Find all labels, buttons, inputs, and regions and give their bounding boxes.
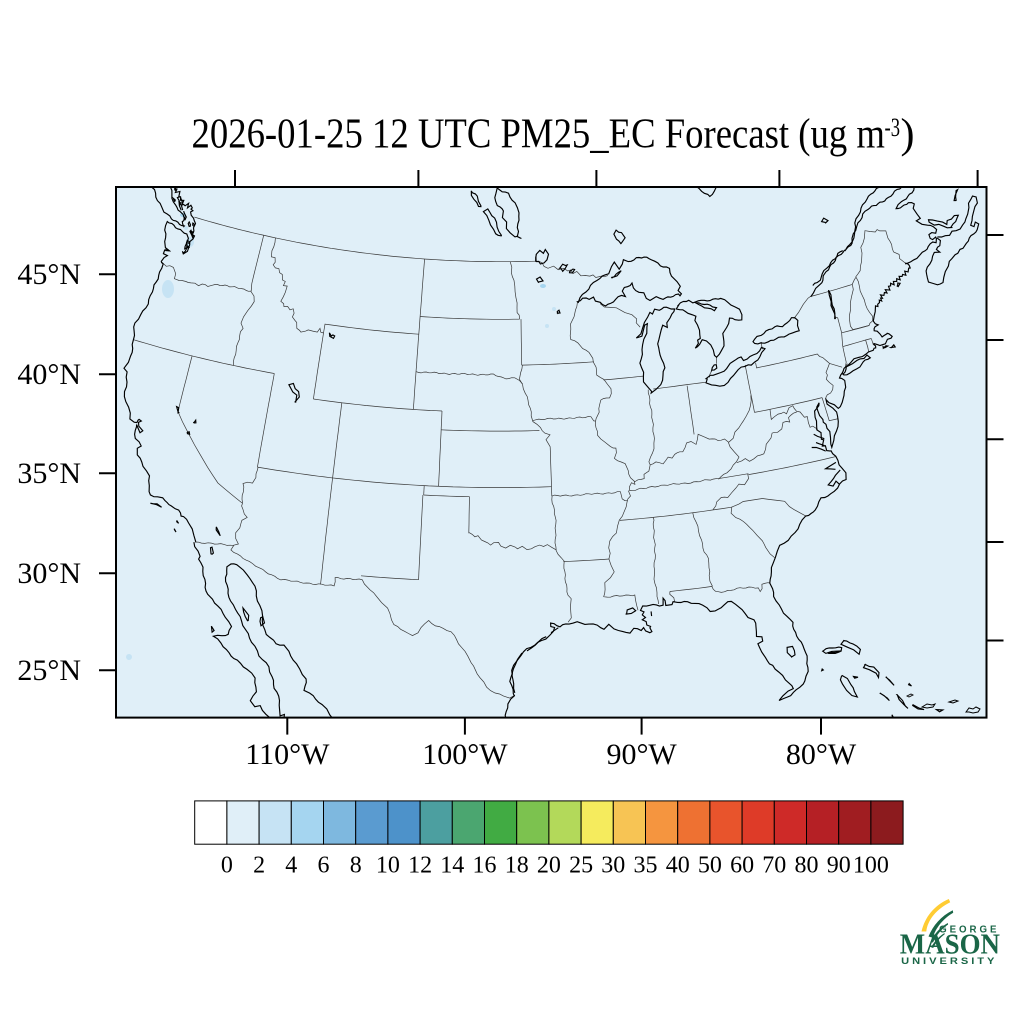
svg-text:35°N: 35°N bbox=[17, 457, 81, 490]
svg-text:-3: -3 bbox=[885, 113, 901, 142]
svg-text:45°N: 45°N bbox=[17, 258, 81, 291]
svg-text:UNIVERSITY: UNIVERSITY bbox=[901, 956, 997, 966]
svg-text:25°N: 25°N bbox=[17, 654, 81, 687]
svg-text:GEORGE: GEORGE bbox=[939, 924, 999, 935]
svg-text:80: 80 bbox=[795, 853, 819, 879]
svg-text:16: 16 bbox=[473, 853, 497, 879]
svg-text:14: 14 bbox=[440, 853, 464, 879]
svg-text:12: 12 bbox=[408, 853, 432, 879]
svg-text:8: 8 bbox=[350, 853, 362, 879]
svg-text:30°N: 30°N bbox=[17, 557, 81, 590]
svg-text:35: 35 bbox=[634, 853, 658, 879]
svg-text:90: 90 bbox=[827, 853, 851, 879]
svg-text:): ) bbox=[901, 112, 915, 158]
svg-text:50: 50 bbox=[698, 853, 722, 879]
svg-text:4: 4 bbox=[285, 853, 297, 879]
svg-text:90°W: 90°W bbox=[606, 738, 677, 771]
svg-text:70: 70 bbox=[762, 853, 786, 879]
svg-text:100: 100 bbox=[853, 853, 889, 879]
svg-text:MASON: MASON bbox=[900, 928, 1000, 960]
svg-text:25: 25 bbox=[569, 853, 593, 879]
svg-text:2026-01-25 12 UTC PM25_EC Fore: 2026-01-25 12 UTC PM25_EC Forecast (ug m bbox=[192, 112, 886, 158]
svg-text:10: 10 bbox=[376, 853, 400, 879]
svg-text:110°W: 110°W bbox=[245, 738, 330, 771]
svg-text:20: 20 bbox=[537, 853, 561, 879]
svg-text:6: 6 bbox=[318, 853, 330, 879]
svg-text:100°W: 100°W bbox=[422, 738, 508, 771]
svg-text:18: 18 bbox=[505, 853, 529, 879]
svg-text:30: 30 bbox=[601, 853, 625, 879]
svg-text:40: 40 bbox=[666, 853, 690, 879]
svg-text:2: 2 bbox=[253, 853, 265, 879]
svg-text:60: 60 bbox=[730, 853, 754, 879]
svg-text:40°N: 40°N bbox=[17, 358, 81, 391]
svg-text:0: 0 bbox=[221, 853, 233, 879]
svg-text:80°W: 80°W bbox=[786, 738, 857, 771]
